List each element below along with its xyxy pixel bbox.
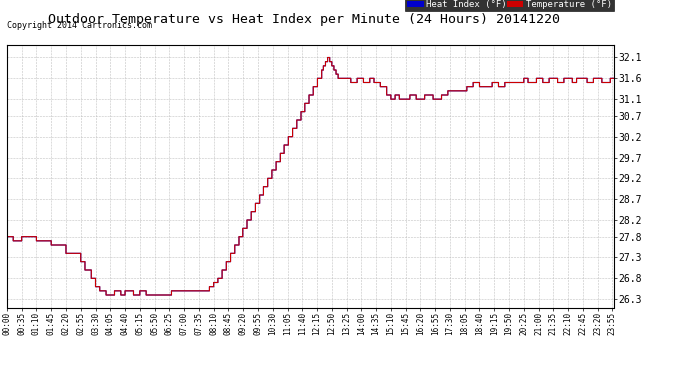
Text: Outdoor Temperature vs Heat Index per Minute (24 Hours) 20141220: Outdoor Temperature vs Heat Index per Mi… <box>48 13 560 26</box>
Text: Copyright 2014 Cartronics.com: Copyright 2014 Cartronics.com <box>7 21 152 30</box>
Legend: Heat Index (°F), Temperature (°F): Heat Index (°F), Temperature (°F) <box>405 0 614 11</box>
